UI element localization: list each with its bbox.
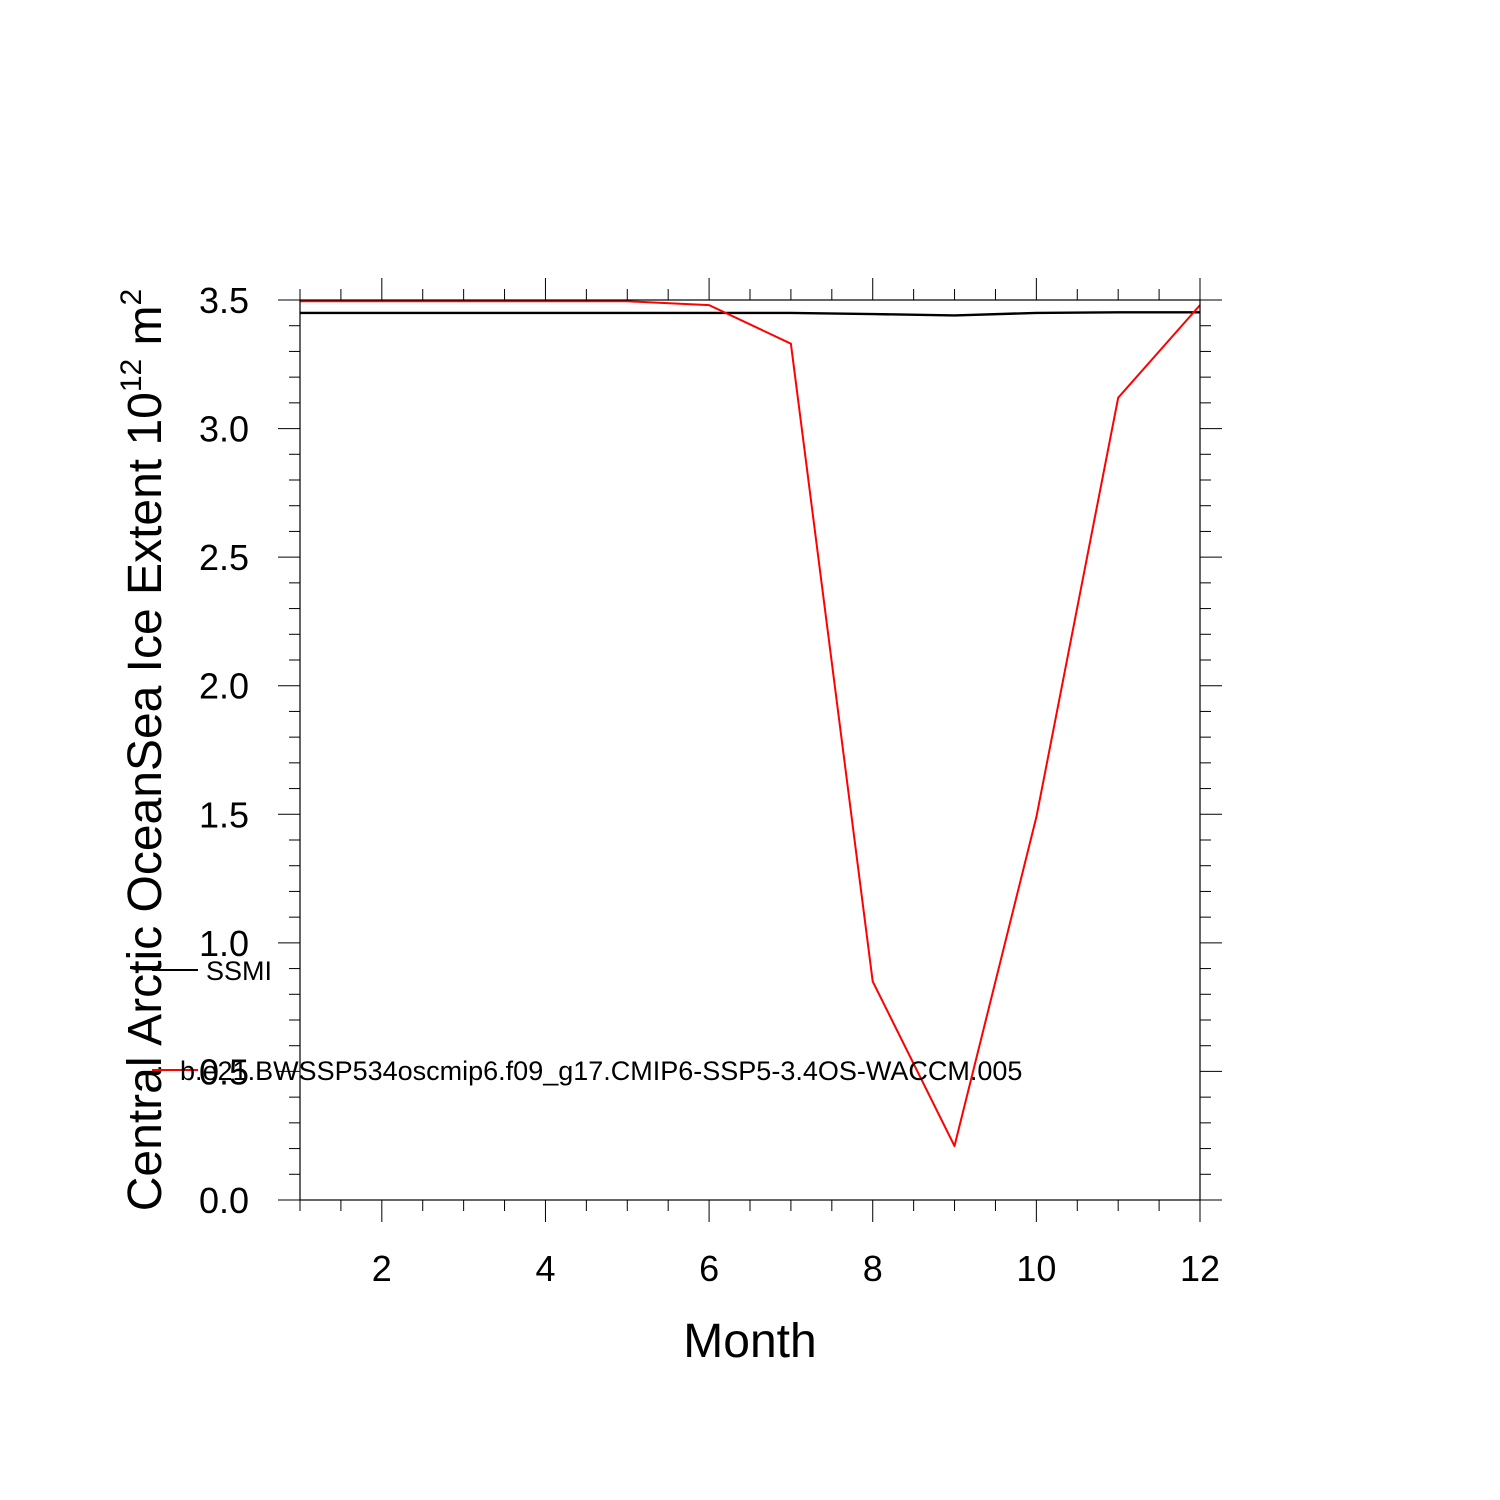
y-axis-title-main: Central Arctic OceanSea Ice Extent 10 <box>119 392 172 1211</box>
y-tick-label: 3.0 <box>199 409 249 450</box>
x-axis-title: Month <box>683 1315 816 1368</box>
legend-label-ssmi: SSMI <box>206 956 272 986</box>
y-axis-title-exponent: 12 <box>115 359 148 392</box>
legend-label-waccm: b.e21.BWSSP534oscmip6.f09_g17.CMIP6-SSP5… <box>180 1056 1022 1086</box>
y-tick-label: 0.5 <box>199 1051 249 1092</box>
x-tick-label: 12 <box>1180 1248 1220 1289</box>
x-tick-labels: 2 4 6 8 10 12 <box>372 1248 1220 1289</box>
x-tick-label: 6 <box>699 1248 719 1289</box>
y-tick-labels: 0.0 0.5 1.0 1.5 2.0 2.5 3.0 3.5 <box>199 280 249 1221</box>
y-tick-label: 2.0 <box>199 666 249 707</box>
y-tick-label: 0.0 <box>199 1180 249 1221</box>
y-tick-label: 1.0 <box>199 923 249 964</box>
plot-frame <box>299 299 1201 1201</box>
series-line-ssmi <box>300 311 1200 317</box>
y-tick-label: 2.5 <box>199 537 249 578</box>
x-tick-label: 4 <box>535 1248 555 1289</box>
x-tick-label: 2 <box>372 1248 392 1289</box>
x-tick-label: 8 <box>863 1248 883 1289</box>
series-line-waccm <box>300 300 1201 1147</box>
major-ticks <box>278 278 1222 1222</box>
y-tick-label: 1.5 <box>199 794 249 835</box>
y-tick-label: 3.5 <box>199 280 249 321</box>
legend: SSMI b.e21.BWSSP534oscmip6.f09_g17.CMIP6… <box>152 956 1022 1086</box>
y-axis-title-unit-exponent: 2 <box>115 289 148 306</box>
series-lines <box>300 300 1201 1147</box>
minor-ticks <box>289 289 1211 1211</box>
x-tick-label: 10 <box>1016 1248 1056 1289</box>
y-axis-title-unit: m <box>119 305 172 358</box>
y-axis-title: Central Arctic OceanSea Ice Extent 1012 … <box>115 289 172 1211</box>
